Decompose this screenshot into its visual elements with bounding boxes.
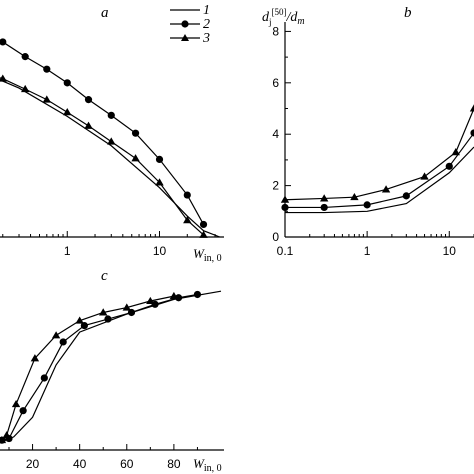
y-tick-label: 8 [272, 24, 279, 38]
c-series-3-point [169, 291, 179, 300]
panel-a-xlabel: Win, 0 [193, 246, 222, 264]
c-series-3-point [51, 331, 61, 339]
panel-c-label: c [101, 268, 108, 284]
a-series-1-line [0, 79, 220, 238]
b-series-2-point [470, 129, 474, 137]
x-tick-label: 0.1 [277, 244, 294, 258]
a-series-2-point [0, 38, 7, 46]
c-series-2-point [59, 338, 67, 346]
a-series-2-point [84, 96, 93, 104]
c-series-3-point [75, 316, 84, 324]
a-series-2-point [21, 53, 29, 61]
b-series-2-point [281, 203, 289, 212]
a-series-3-point [131, 154, 140, 162]
c-series-3-point [0, 435, 7, 444]
legend-label-2: 2 [203, 17, 210, 32]
y-tick-label: 0 [272, 230, 279, 244]
b-series-3-point [381, 185, 391, 193]
x-tick-label: 40 [73, 457, 87, 471]
a-series-2-point [183, 191, 191, 199]
b-series-2-point [402, 192, 410, 200]
b-series-3-point [350, 192, 359, 201]
panel-a-label: a [101, 5, 109, 21]
a-series-3-point [183, 216, 192, 224]
panel-a: a 1 10 1 2 3 Win, 0 [0, 3, 224, 264]
panel-c: c 20 40 60 80 Win, 0 [0, 268, 224, 474]
a-series-2-point [155, 155, 164, 163]
a-series-3-point [20, 84, 30, 93]
c-series-3-point [122, 303, 131, 311]
c-series-2-point [80, 321, 88, 330]
panel-b: b dj[50]/dm 0.1 1 10 0 2 4 6 8 [262, 5, 474, 258]
a-series-3-point [0, 74, 7, 82]
c-series-2-point [19, 407, 27, 415]
b-series-2-point [320, 203, 328, 212]
a-series-3-line [0, 77, 204, 236]
legend-marker-triangle [181, 34, 189, 41]
b-series-2-point [445, 162, 453, 170]
panel-b-ylabel: dj[50]/dm [262, 7, 305, 27]
b-series-3-point [280, 195, 290, 203]
a-series-2-point [63, 79, 71, 87]
legend: 1 2 3 [170, 3, 210, 46]
y-tick-label: 6 [272, 76, 279, 90]
b-series-3-point [451, 147, 460, 156]
a-series-2-point [107, 111, 115, 119]
panel-b-label: b [404, 5, 412, 21]
b-series-1-line [285, 146, 474, 214]
a-series-3-point [107, 137, 116, 145]
a-series-2-line [0, 39, 205, 225]
x-tick-label: 10 [443, 244, 457, 258]
c-series-3-point [11, 399, 21, 408]
c-series-3-point [2, 431, 11, 439]
a-series-3-point [42, 95, 51, 103]
x-tick-label: 1 [364, 244, 371, 258]
c-series-2-point [127, 308, 136, 317]
c-series-3-point [30, 354, 40, 362]
b-series-2-point [363, 201, 371, 209]
legend-marker-circle [181, 20, 189, 28]
a-series-2-point [43, 65, 51, 73]
c-series-3-point [99, 308, 108, 316]
c-series-3-line [1, 295, 175, 441]
c-series-2-point [175, 294, 183, 302]
y-tick-label: 2 [272, 179, 279, 193]
c-series-1-line [1, 290, 222, 443]
a-series-2-point [131, 129, 140, 137]
c-series-3-point [146, 296, 155, 305]
b-series-2-line [285, 132, 474, 209]
panel-c-xlabel: Win, 0 [193, 456, 222, 474]
c-series-2-point [40, 374, 48, 382]
x-tick-label: 1 [64, 244, 71, 258]
x-tick-label: 80 [167, 457, 181, 471]
b-series-3-point [319, 194, 329, 202]
a-series-3-point [63, 108, 72, 116]
a-series-3-point [84, 121, 93, 129]
a-series-2-point [199, 220, 208, 229]
c-series-2-point [193, 290, 202, 299]
b-series-3-point [420, 172, 429, 180]
legend-label-1: 1 [203, 3, 210, 18]
legend-label-3: 3 [202, 31, 210, 46]
b-series-3-line [284, 108, 474, 201]
a-series-3-point [199, 230, 208, 238]
b-series-3-point [469, 104, 474, 112]
x-tick-label: 60 [120, 457, 134, 471]
x-tick-label: 10 [153, 244, 167, 258]
a-series-3-point [155, 178, 164, 186]
x-tick-label: 20 [26, 457, 40, 471]
y-tick-label: 4 [272, 127, 279, 141]
c-series-2-point [104, 315, 112, 323]
